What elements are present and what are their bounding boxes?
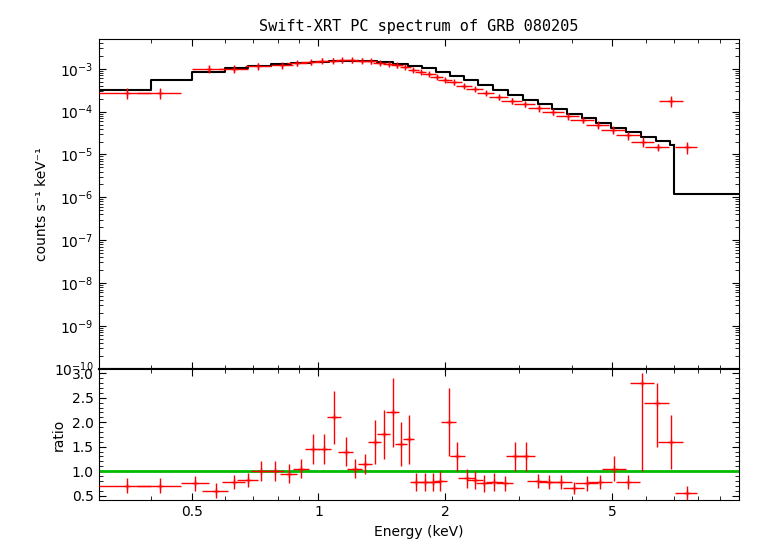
Title: Swift-XRT PC spectrum of GRB 080205: Swift-XRT PC spectrum of GRB 080205 [259, 18, 578, 33]
Y-axis label: ratio: ratio [52, 418, 66, 450]
X-axis label: Energy (keV): Energy (keV) [374, 525, 464, 539]
Y-axis label: counts s⁻¹ keV⁻¹: counts s⁻¹ keV⁻¹ [35, 147, 49, 261]
